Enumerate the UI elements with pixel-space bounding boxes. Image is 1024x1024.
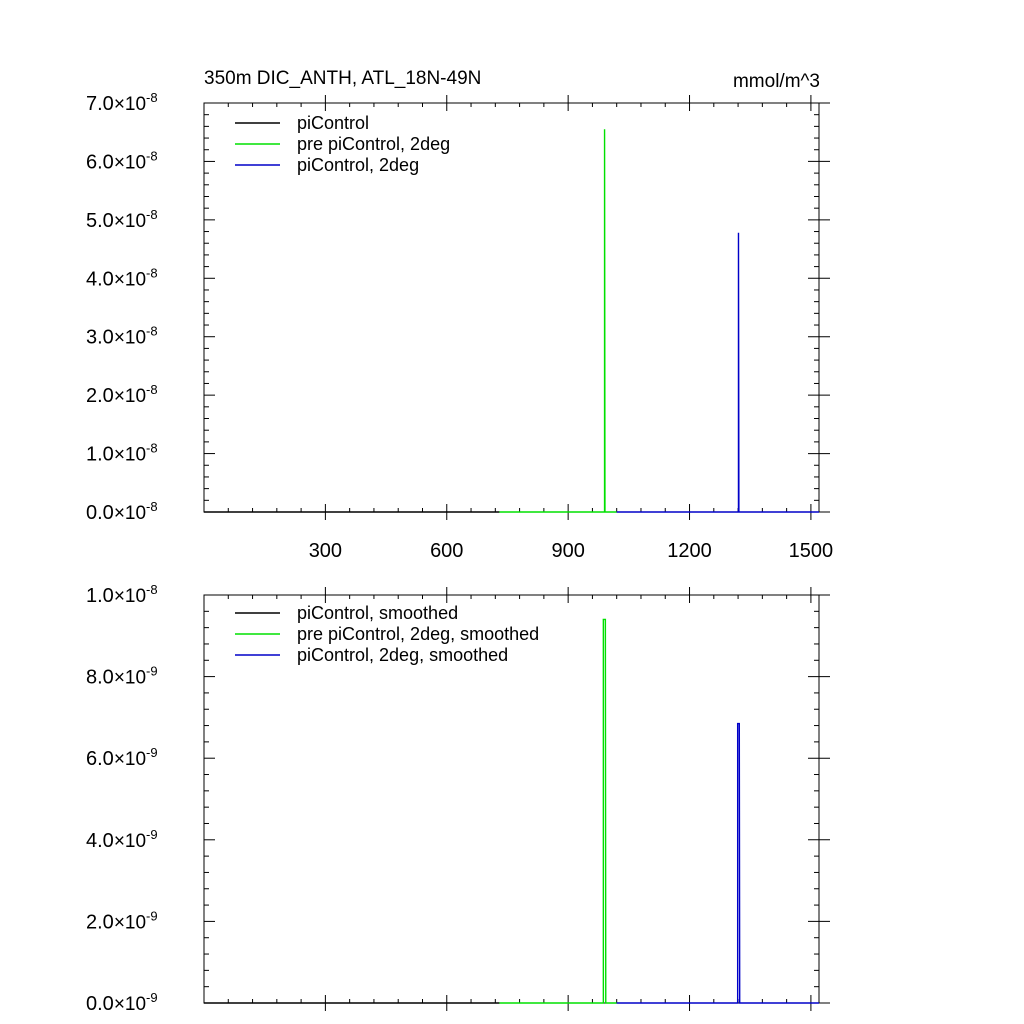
chart-title: 350m DIC_ANTH, ATL_18N-49N: [204, 68, 481, 89]
series-line: [499, 129, 617, 513]
series-line: [499, 618, 617, 1004]
y-tick-label: 4.0×10-9: [86, 827, 158, 852]
y-tick-label: 7.0×10-8: [86, 90, 158, 115]
x-tick-label: 300: [309, 540, 342, 562]
legend-label: piControl, smoothed: [297, 603, 458, 623]
legend-label: piControl, 2deg, smoothed: [297, 645, 508, 665]
legend-label: piControl, 2deg: [297, 155, 419, 175]
legend-label: pre piControl, 2deg: [297, 134, 450, 154]
y-tick-label: 5.0×10-8: [86, 207, 158, 232]
units-label: mmol/m^3: [733, 71, 820, 92]
y-tick-label: 4.0×10-8: [86, 265, 158, 290]
y-tick-label: 2.0×10-8: [86, 382, 158, 407]
y-tick-label: 0.0×10-8: [86, 499, 158, 524]
y-tick-label: 1.0×10-8: [86, 441, 158, 466]
x-tick-label: 1500: [789, 540, 834, 562]
series-line: [616, 232, 819, 513]
x-tick-label: 900: [551, 540, 584, 562]
y-tick-label: 6.0×10-9: [86, 745, 158, 770]
legend-label: piControl: [297, 113, 369, 133]
series-line: [616, 722, 819, 1004]
y-tick-label: 8.0×10-9: [86, 664, 158, 689]
y-tick-label: 1.0×10-8: [86, 582, 158, 607]
y-tick-label: 0.0×10-9: [86, 990, 158, 1015]
x-tick-label: 1200: [667, 540, 712, 562]
y-tick-label: 3.0×10-8: [86, 324, 158, 349]
x-tick-label: 600: [430, 540, 463, 562]
top-panel: 300 600 900 1200 1500 0.0×10-8 1.0×10-8 2.0×10-…: [86, 90, 833, 562]
legend-label: pre piControl, 2deg, smoothed: [297, 624, 539, 644]
y-tick-label: 2.0×10-9: [86, 908, 158, 933]
y-tick-label: 6.0×10-8: [86, 148, 158, 173]
bottom-panel: 0.0×10-9 2.0×10-9 4.0×10-9 6.0×10-9 8.0×10-9…: [86, 582, 830, 1015]
